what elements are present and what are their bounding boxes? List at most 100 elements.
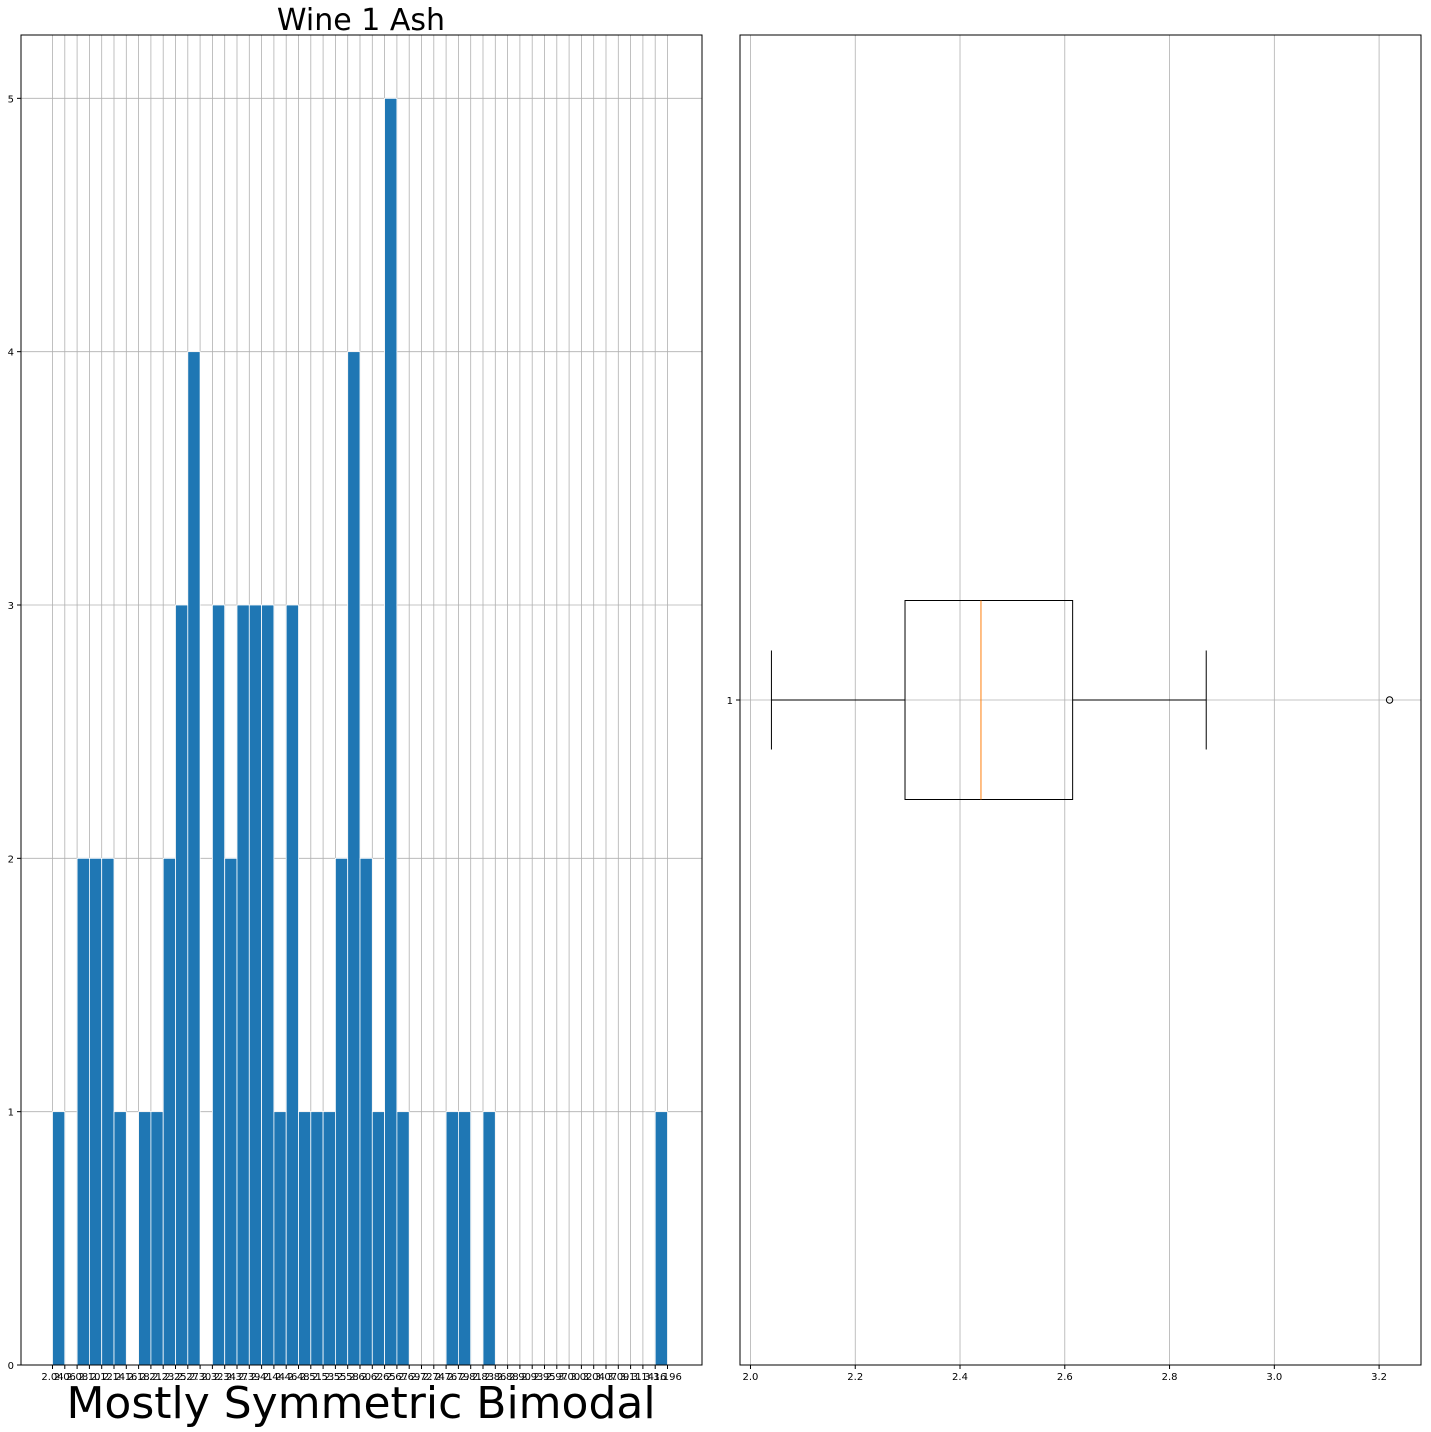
- histogram-x-tick-label: 3.04: [583, 1372, 605, 1383]
- histogram-bar: [371, 1111, 385, 1366]
- histogram-x-tick-label: 2.93: [521, 1372, 543, 1383]
- histogram-x-tick-label: 3.09: [607, 1372, 629, 1383]
- histogram-x-tick-label: 3.07: [595, 1372, 617, 1383]
- histogram-x-tick-label: 2.95: [533, 1372, 555, 1383]
- histogram-bar: [396, 1111, 410, 1366]
- histogram-bar: [482, 1111, 496, 1366]
- histogram-title: Wine 1 Ash: [277, 3, 445, 38]
- boxplot-x-tick-label: 2.4: [952, 1372, 968, 1383]
- histogram-bar: [273, 1111, 287, 1366]
- histogram-bar: [52, 1111, 66, 1366]
- boxplot-x-tick-label: 3.2: [1371, 1372, 1387, 1383]
- histogram-x-tick-label: 2.51: [300, 1372, 322, 1383]
- histogram-x-tick-label: 2.86: [484, 1372, 506, 1383]
- histogram-bar: [457, 1111, 472, 1366]
- histogram-bar: [384, 97, 398, 1366]
- histogram-y-ticks: 0 1 2 3 4 5: [8, 94, 21, 1372]
- histogram-bar: [187, 351, 201, 1366]
- histogram-x-tick-label: 2.34: [214, 1372, 236, 1383]
- histogram-xlabel: Mostly Symmetric Bimodal: [66, 1378, 655, 1429]
- histogram-x-tick-label: 2.48: [287, 1372, 309, 1383]
- boxplot-elements: [770, 600, 1394, 800]
- histogram-bar: [347, 351, 361, 1366]
- histogram-x-tick-label: 2.27: [177, 1372, 199, 1383]
- histogram-x-tick-label: 2.53: [312, 1372, 334, 1383]
- boxplot-x-tick-label: 2.2: [847, 1372, 863, 1383]
- histogram-x-tick-label: 2.97: [546, 1372, 568, 1383]
- histogram-bar: [285, 604, 299, 1366]
- histogram-x-tick-label: 2.60: [349, 1372, 371, 1383]
- histogram-y-tick-label: 0: [8, 1361, 14, 1372]
- histogram-bar: [248, 604, 263, 1366]
- histogram-x-tick-label: 2.37: [226, 1372, 248, 1383]
- histogram-x-tick-label: 2.62: [361, 1372, 383, 1383]
- boxplot-y-tick-label: 1: [727, 696, 733, 707]
- histogram-x-tick-label: 2.65: [373, 1372, 395, 1383]
- histogram-x-tick-label: 2.14: [103, 1372, 125, 1383]
- histogram-x-tick-label: 2.32: [201, 1372, 223, 1383]
- histogram-bar: [211, 604, 226, 1366]
- histogram-bar: [150, 1111, 164, 1366]
- histogram-y-tick-label: 1: [8, 1108, 14, 1119]
- histogram-x-tick-label: 2.30: [189, 1372, 211, 1383]
- histogram-x-tick-label: 2.10: [78, 1372, 100, 1383]
- histogram-y-tick-label: 5: [8, 94, 14, 105]
- histogram-y-tick-label: 4: [8, 348, 14, 359]
- boxplot-panel: 2.0 2.2 2.4 2.6 2.8 3.0 3.2 1: [727, 34, 1422, 1383]
- histogram-x-tick-label: 2.39: [238, 1372, 260, 1383]
- histogram-x-tick-label: 3.14: [632, 1372, 654, 1383]
- histogram-x-tick-label: 2.04: [41, 1372, 63, 1383]
- histogram-bar: [138, 1111, 152, 1366]
- histogram-x-tick-label: 2.12: [91, 1372, 113, 1383]
- histogram-x-tick-label: 3.16: [644, 1372, 666, 1383]
- histogram-bar: [654, 1111, 668, 1366]
- histogram-x-tick-label: 2.23: [152, 1372, 174, 1383]
- histogram-x-tick-label: 2.25: [164, 1372, 186, 1383]
- histogram-x-tick-label: 3.02: [570, 1372, 592, 1383]
- histogram-y-tick-label: 3: [8, 601, 14, 612]
- histogram-x-ticks: 2.042.062.082.102.122.142.162.182.212.23…: [41, 1365, 682, 1383]
- histogram-x-tick-label: 2.06: [54, 1372, 76, 1383]
- histogram-axes-frame: [20, 34, 703, 1366]
- histogram-x-tick-label: 3.00: [558, 1372, 580, 1383]
- histogram-bar: [359, 857, 373, 1366]
- histogram-x-tick-label: 2.46: [275, 1372, 297, 1383]
- boxplot-x-tick-label: 2.6: [1057, 1372, 1073, 1383]
- histogram-bar: [322, 1111, 336, 1366]
- histogram-bar: [261, 604, 275, 1366]
- histogram-x-tick-label: 3.196: [653, 1372, 682, 1383]
- histogram-x-tick-label: 2.76: [435, 1372, 457, 1383]
- boxplot-box: [904, 600, 1074, 800]
- histogram-x-tick-label: 2.79: [447, 1372, 469, 1383]
- histogram-x-tick-label: 2.44: [263, 1372, 285, 1383]
- boxplot-outlier: [1385, 696, 1394, 704]
- histogram-bar: [175, 604, 189, 1366]
- histogram-x-tick-label: 2.55: [324, 1372, 346, 1383]
- histogram-bar: [334, 857, 349, 1366]
- histogram-bar: [113, 1111, 127, 1366]
- histogram-x-tick-label: 2.74: [423, 1372, 445, 1383]
- boxplot-x-ticks: 2.0 2.2 2.4 2.6 2.8 3.0 3.2: [743, 1365, 1387, 1383]
- boxplot-x-tick-label: 3.0: [1266, 1372, 1282, 1383]
- histogram-x-tick-label: 2.81: [460, 1372, 482, 1383]
- histogram-bar: [445, 1111, 459, 1366]
- boxplot-x-tick-label: 2.0: [743, 1372, 759, 1383]
- histogram-x-tick-label: 2.90: [509, 1372, 531, 1383]
- histogram-bar: [224, 857, 238, 1366]
- histogram-bar: [76, 857, 90, 1366]
- histogram-x-tick-label: 2.08: [66, 1372, 88, 1383]
- histogram-bar: [298, 1111, 312, 1366]
- histogram-bar: [89, 857, 103, 1366]
- histogram-x-tick-label: 2.69: [398, 1372, 420, 1383]
- histogram-x-tick-label: 2.72: [410, 1372, 432, 1383]
- histogram-x-tick-label: 2.21: [140, 1372, 162, 1383]
- histogram-x-tick-label: 2.83: [472, 1372, 494, 1383]
- histogram-x-tick-label: 2.58: [337, 1372, 359, 1383]
- boxplot-x-tick-label: 2.8: [1162, 1372, 1178, 1383]
- histogram-bar: [101, 857, 115, 1366]
- histogram-bar: [162, 857, 176, 1366]
- histogram-x-tick-label: 2.88: [496, 1372, 518, 1383]
- histogram-x-tick-label: 2.67: [386, 1372, 408, 1383]
